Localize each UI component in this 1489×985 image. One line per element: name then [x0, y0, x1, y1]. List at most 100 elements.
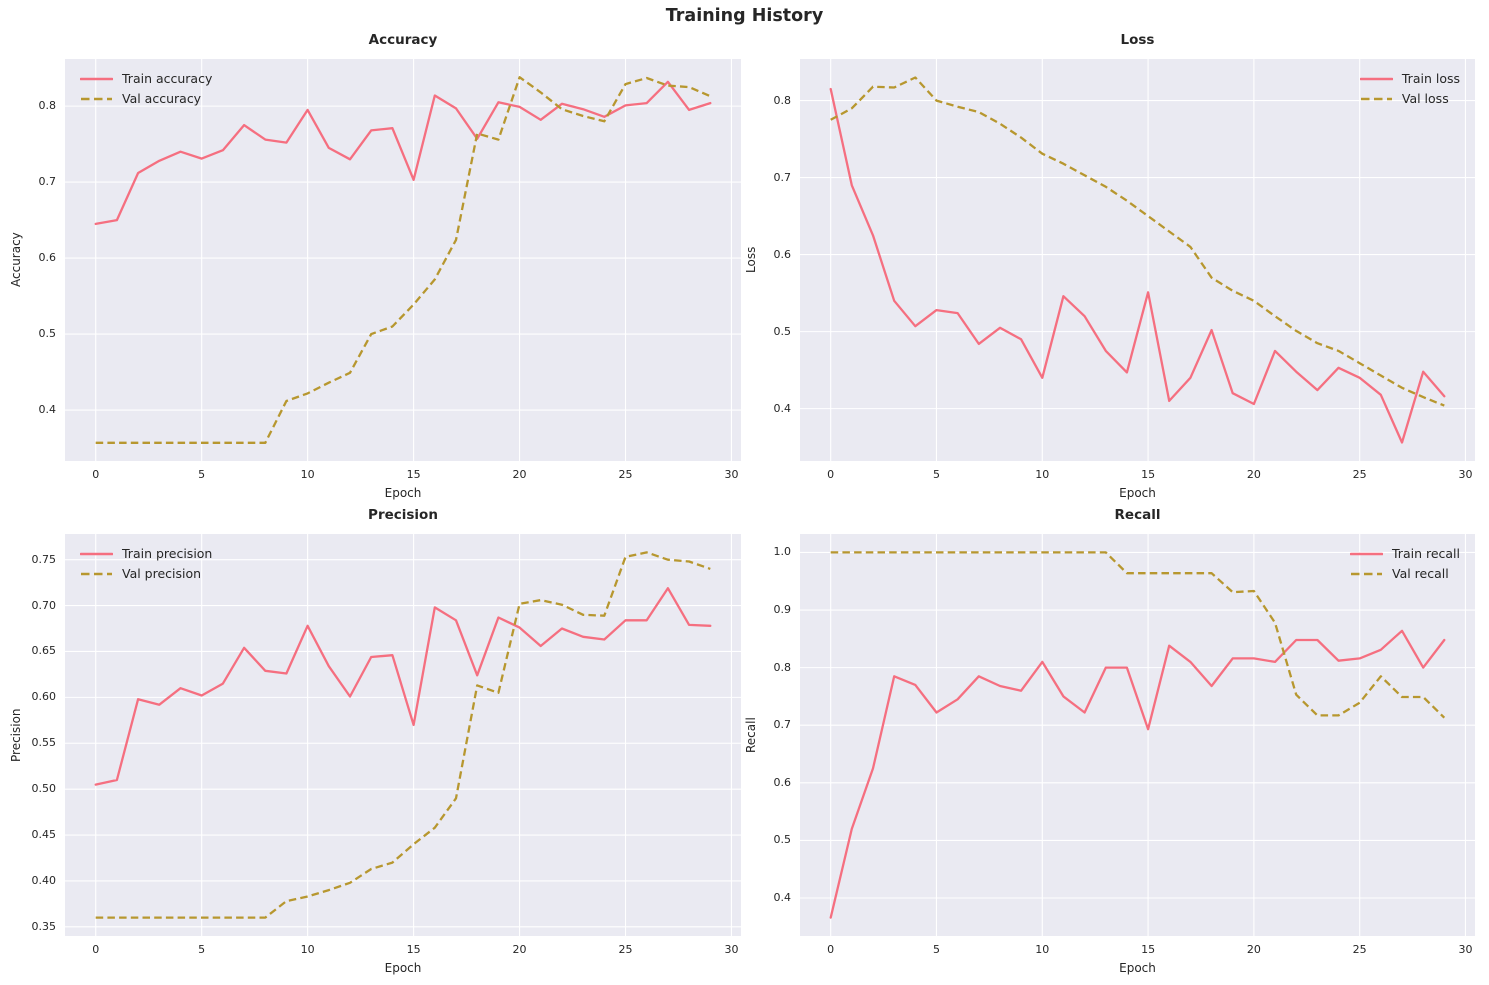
x-tick-label: 0: [92, 943, 100, 956]
y-tick-label: 0.75: [31, 552, 57, 566]
x-tick-label: 20: [512, 943, 527, 956]
dashed-line-swatch: [81, 97, 112, 100]
x-tick-label: 20: [512, 468, 527, 481]
figure-title: Training History: [665, 6, 824, 26]
x-tick-label: 5: [932, 943, 940, 956]
y-tick-label: 0.5: [38, 327, 57, 341]
y-axis-label: Recall: [744, 717, 758, 753]
x-tick-label: 30: [724, 468, 739, 481]
subplot-recall: Recall Recall Train recall Val recall Epo…: [744, 507, 1475, 975]
y-tick-label: 0.40: [31, 873, 57, 887]
y-tick-label: 0.7: [773, 170, 792, 184]
y-tick-label: 0.35: [31, 919, 57, 933]
x-tick-label: 30: [724, 943, 739, 956]
dashed-line-swatch: [1351, 572, 1382, 575]
line-chart: [800, 59, 1475, 461]
val-series-line: [95, 551, 711, 919]
subplot-accuracy: Accuracy Accuracy Train accuracy Val accu…: [9, 32, 741, 500]
legend: Train recall Val recall: [1346, 544, 1464, 583]
x-tick-label: 10: [1035, 943, 1050, 956]
legend-label: Train recall: [1392, 546, 1460, 561]
legend-item: Train precision: [80, 546, 212, 561]
x-tick-label: 10: [1035, 468, 1050, 481]
x-axis-label: Epoch: [1119, 486, 1156, 500]
legend-label: Val loss: [1401, 91, 1449, 106]
x-tick-label: 10: [300, 468, 315, 481]
y-tick-label: 0.8: [773, 93, 792, 107]
y-tick-label: 0.7: [773, 718, 792, 732]
y-tick-label: 1.0: [773, 545, 792, 559]
x-axis-label: Epoch: [384, 486, 422, 500]
x-tick-label: 0: [827, 943, 835, 956]
y-tick-label: 0.4: [38, 403, 57, 417]
x-tick-label: 15: [1141, 468, 1156, 481]
y-tick-label: 0.4: [773, 401, 792, 415]
legend-item: Val accuracy: [80, 91, 212, 106]
y-tick-label: 0.55: [31, 736, 57, 750]
legend-item: Train loss: [1359, 71, 1460, 86]
x-tick-label: 15: [406, 943, 421, 956]
train-series-line: [829, 87, 1446, 444]
subplot-title: Recall: [1114, 507, 1161, 523]
x-tick-label: 25: [618, 943, 633, 956]
legend-label: Train accuracy: [122, 71, 213, 86]
val-series-line: [830, 76, 1445, 407]
plot-area: Train loss Val loss: [800, 59, 1475, 461]
x-tick-label: 30: [1458, 943, 1473, 956]
y-tick-label: 0.5: [773, 324, 792, 338]
x-tick-label: 5: [198, 943, 206, 956]
legend-label: Train precision: [122, 546, 213, 561]
legend-item: Val loss: [1360, 91, 1460, 106]
x-tick-label: 25: [1352, 943, 1367, 956]
y-tick-label: 0.7: [38, 175, 57, 189]
y-tick-label: 0.45: [31, 828, 57, 842]
line-chart: [65, 534, 741, 936]
x-tick-label: 15: [1141, 943, 1156, 956]
legend-label: Train loss: [1401, 71, 1460, 86]
y-tick-label: 0.5: [773, 833, 792, 847]
train-series-line: [94, 587, 712, 786]
y-tick-label: 0.70: [31, 598, 57, 612]
y-tick-label: 0.50: [31, 782, 57, 796]
legend: Train accuracy Val accuracy: [76, 69, 216, 108]
solid-line-swatch: [1350, 552, 1383, 555]
x-axis-label: Epoch: [1119, 961, 1156, 975]
x-tick-label: 5: [198, 468, 206, 481]
subplot-title: Loss: [1120, 32, 1155, 48]
solid-line-swatch: [80, 77, 113, 80]
x-tick-label: 25: [1352, 468, 1367, 481]
dashed-line-swatch: [1360, 97, 1392, 100]
legend-item: Val recall: [1350, 566, 1460, 581]
y-tick-label: 0.65: [31, 644, 57, 658]
x-tick-label: 0: [92, 468, 100, 481]
x-axis-label: Epoch: [384, 961, 422, 975]
plot-area: Train precision Val precision: [65, 534, 741, 936]
legend-item: Val precision: [80, 566, 212, 581]
y-tick-label: 0.6: [773, 775, 792, 789]
legend-item: Train recall: [1350, 546, 1460, 561]
y-tick-label: 0.8: [773, 660, 792, 674]
x-tick-label: 20: [1246, 943, 1261, 956]
solid-line-swatch: [80, 552, 113, 555]
y-tick-label: 0.8: [38, 99, 57, 113]
plot-area: Train accuracy Val accuracy: [65, 59, 741, 461]
line-chart: [65, 59, 741, 461]
subplot-precision: Precision Precision Train precision Val p…: [9, 507, 741, 975]
legend-item: Train accuracy: [80, 71, 212, 86]
subplot-title: Precision: [368, 507, 438, 523]
x-tick-label: 0: [827, 468, 835, 481]
train-series-line: [829, 629, 1446, 919]
y-tick-label: 0.6: [38, 251, 57, 265]
legend-label: Val precision: [122, 566, 202, 581]
val-series-line: [95, 76, 711, 444]
x-tick-label: 25: [618, 468, 633, 481]
line-chart: [800, 534, 1475, 936]
x-tick-label: 10: [300, 943, 315, 956]
legend-label: Val accuracy: [122, 91, 202, 106]
subplot-title: Accuracy: [368, 32, 438, 48]
legend-label: Val recall: [1392, 566, 1449, 581]
x-tick-label: 15: [406, 468, 421, 481]
x-tick-label: 5: [932, 468, 940, 481]
y-tick-label: 0.9: [773, 603, 792, 617]
